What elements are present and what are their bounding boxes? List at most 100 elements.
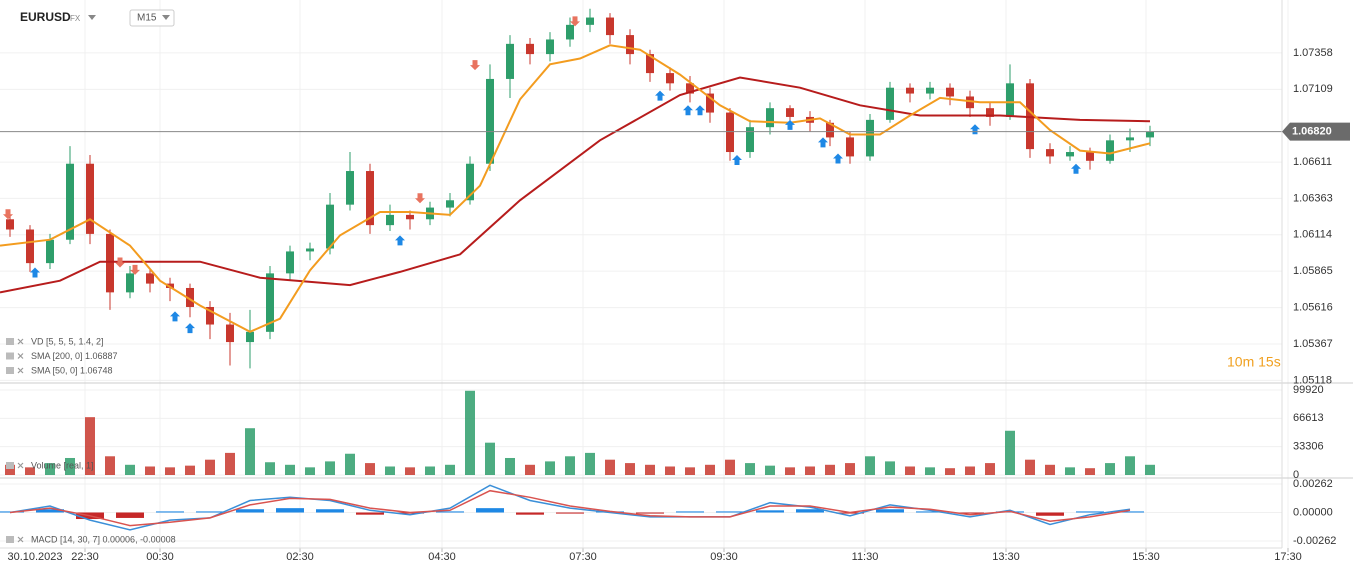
y-tick-label: 1.07109 <box>1293 83 1333 95</box>
volume-bar <box>365 463 375 475</box>
y-tick-label: 1.06363 <box>1293 192 1333 204</box>
candle-body <box>986 108 994 117</box>
buy-signal <box>1071 163 1081 174</box>
volume-bar <box>685 467 695 475</box>
candle-body <box>606 17 614 36</box>
indicator-label: SMA [50, 0] 1.06748 <box>31 365 113 375</box>
volume-bar <box>145 466 155 475</box>
candle-body <box>486 78 494 164</box>
candle-body <box>906 87 914 94</box>
volume-bar <box>325 461 335 475</box>
timeframe-box[interactable] <box>129 9 175 27</box>
candle-body <box>506 43 514 79</box>
candle-body <box>86 163 94 234</box>
macd-histogram <box>436 511 464 513</box>
buy-signal <box>170 311 180 322</box>
volume-bar <box>85 417 95 475</box>
macd-histogram <box>276 508 304 513</box>
volume-bar <box>485 442 495 475</box>
candle-body <box>1006 83 1014 117</box>
macd-histogram <box>676 511 704 513</box>
volume-bar <box>905 466 915 475</box>
dropdown-arrow[interactable] <box>88 15 96 20</box>
candle-body <box>26 229 34 264</box>
macd-histogram <box>916 511 944 513</box>
x-tick-label: 22:30 <box>71 551 99 563</box>
x-tick-label: 13:30 <box>992 551 1020 563</box>
x-tick-label: 00:30 <box>146 551 174 563</box>
candle-body <box>926 87 934 94</box>
y-tick-label: 0.00000 <box>1293 506 1333 518</box>
macd-histogram <box>1116 511 1144 513</box>
last-price-label: 1.06820 <box>1292 125 1332 137</box>
x-tick-label: 11:30 <box>852 551 879 563</box>
volume-bar <box>865 456 875 475</box>
volume-bar <box>305 467 315 475</box>
dropdown-arrow[interactable] <box>162 15 170 20</box>
legend-close <box>17 353 24 359</box>
volume-bar <box>585 452 595 475</box>
buy-signal <box>818 137 828 148</box>
candle-body <box>1066 152 1074 157</box>
candle-body <box>346 171 354 205</box>
volume-bar <box>785 467 795 475</box>
volume-bar <box>705 464 715 475</box>
macd-histogram <box>756 510 784 513</box>
volume-bar <box>65 457 75 475</box>
candle-body <box>866 119 874 157</box>
buy-signal <box>833 153 843 164</box>
plot <box>0 8 1282 531</box>
volume-bar <box>665 466 675 475</box>
indicator-label: VD [5, 5, 5, 1.4, 2] <box>31 336 104 346</box>
macd-histogram <box>356 512 384 515</box>
y-tick-label: 99920 <box>1293 384 1324 396</box>
candle-body <box>266 273 274 332</box>
legend-close <box>17 367 24 374</box>
sell-signal <box>3 209 13 220</box>
y-tick-label: 1.05616 <box>1293 301 1333 313</box>
candle-body <box>226 324 234 343</box>
volume-bar <box>5 464 15 475</box>
timeframe[interactable]: M15 <box>137 13 157 24</box>
buy-signal <box>695 105 705 116</box>
candle-body <box>106 233 114 293</box>
buy-signal <box>732 154 742 165</box>
candle-body <box>466 163 474 201</box>
volume-bar <box>245 428 255 475</box>
volume-bar <box>205 459 215 475</box>
candle-body <box>846 137 854 157</box>
candle-body <box>546 39 554 55</box>
buy-signal <box>395 235 405 246</box>
volume-bar <box>405 467 415 475</box>
volume-bar <box>1065 467 1075 475</box>
candle-body <box>946 87 954 97</box>
legend-close <box>17 462 24 469</box>
x-tick-label: 07:30 <box>569 551 597 563</box>
macd-histogram <box>716 511 744 513</box>
volume-bar <box>225 452 235 475</box>
candle-body <box>586 17 594 25</box>
symbol[interactable]: EURUSD <box>20 10 71 24</box>
volume-bar <box>285 464 295 475</box>
macd-histogram <box>196 511 224 513</box>
candle-body <box>406 214 414 220</box>
candle-body <box>6 219 14 230</box>
candle-body <box>626 35 634 55</box>
legend-icon <box>6 462 14 469</box>
candle-body <box>826 122 834 138</box>
volume-bar <box>745 463 755 475</box>
market: FX <box>70 14 81 23</box>
macd-histogram <box>316 509 344 513</box>
sell-signal <box>115 257 125 268</box>
candle-body <box>1126 137 1134 141</box>
legend-icon <box>6 536 14 543</box>
y-tick-label: 1.06611 <box>1293 156 1332 168</box>
volume-bar <box>545 461 555 475</box>
buy-signal <box>185 323 195 334</box>
volume-bar <box>805 466 815 475</box>
buy-signal <box>30 267 40 278</box>
legend-close <box>17 338 24 345</box>
candle-body <box>326 204 334 249</box>
